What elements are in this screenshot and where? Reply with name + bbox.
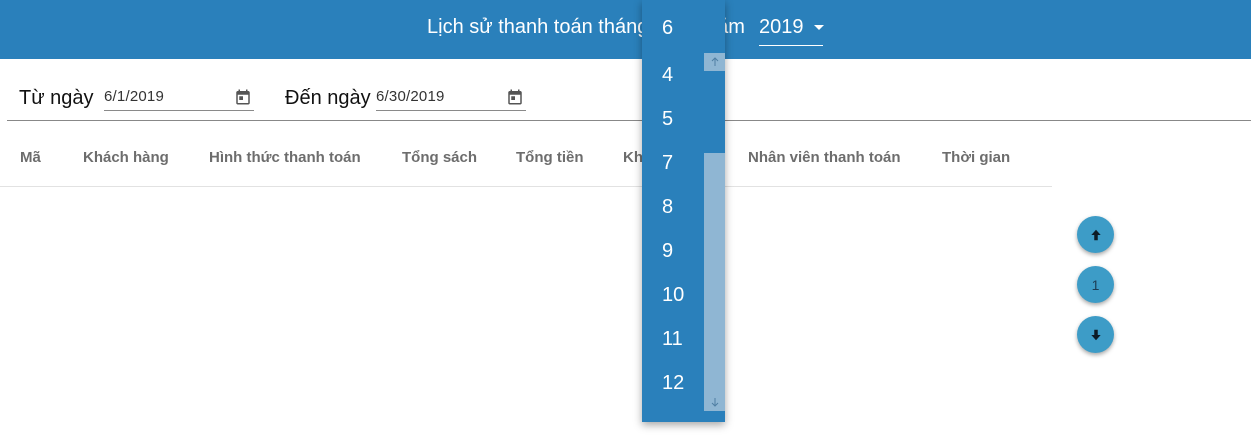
to-date-label: Đến ngày [285,87,371,109]
from-date-label: Từ ngày [19,87,94,109]
to-date-field[interactable]: 6/30/2019 [376,83,526,111]
filter-divider [7,120,1251,121]
column-header-tong-sach[interactable]: Tổng sách [402,149,478,166]
column-header-thoi-gian[interactable]: Thời gian [942,149,1011,166]
calendar-icon[interactable] [234,88,252,106]
column-header-hinh-thuc-thanh-toan[interactable]: Hình thức thanh toán [209,149,361,166]
dropdown-scrollbar[interactable] [704,53,725,411]
column-header-khach-hang[interactable]: Khách hàng [83,149,169,166]
month-option[interactable]: 9 [662,240,674,262]
month-option[interactable]: 11 [662,328,683,350]
column-header-nhan-vien-thanh-toan[interactable]: Nhân viên thanh toán [748,149,901,166]
scroll-up-button[interactable] [704,53,725,71]
page-title: Lịch sử thanh toán tháng [427,16,649,38]
to-date-value: 6/30/2019 [376,88,445,105]
month-option-selected[interactable]: 6 [662,17,674,39]
arrow-up-icon [711,57,718,66]
current-page-button[interactable]: 1 [1077,266,1114,303]
caret-down-icon [814,25,824,30]
page-up-button[interactable] [1077,216,1114,253]
current-page-number: 1 [1091,276,1100,293]
scrollbar-thumb[interactable] [704,153,725,393]
header-bar: Lịch sử thanh toán tháng năm 2019 [0,0,1251,59]
year-select[interactable]: 2019 [759,14,824,46]
column-header-tong-tien[interactable]: Tổng tiền [516,149,584,166]
calendar-icon[interactable] [506,88,524,106]
month-option[interactable]: 8 [662,196,674,218]
month-dropdown-menu[interactable]: 6 4 5 7 8 9 10 11 12 [642,0,725,422]
month-option[interactable]: 5 [662,108,674,130]
month-option[interactable]: 10 [662,284,685,306]
year-select-value: 2019 [759,16,804,38]
from-date-field[interactable]: 6/1/2019 [104,83,254,111]
scroll-down-button[interactable] [704,393,725,411]
arrow-down-icon [1090,329,1101,340]
arrow-up-icon [1090,229,1101,240]
month-option[interactable]: 12 [662,372,685,394]
table-header-row: Mã Khách hàng Hình thức thanh toán Tổng … [0,137,1052,187]
page-down-button[interactable] [1077,316,1114,353]
column-header-ma[interactable]: Mã [20,149,41,166]
arrow-down-icon [711,398,718,407]
month-option[interactable]: 4 [662,64,674,86]
month-option[interactable]: 7 [662,152,674,174]
from-date-value: 6/1/2019 [104,88,164,105]
